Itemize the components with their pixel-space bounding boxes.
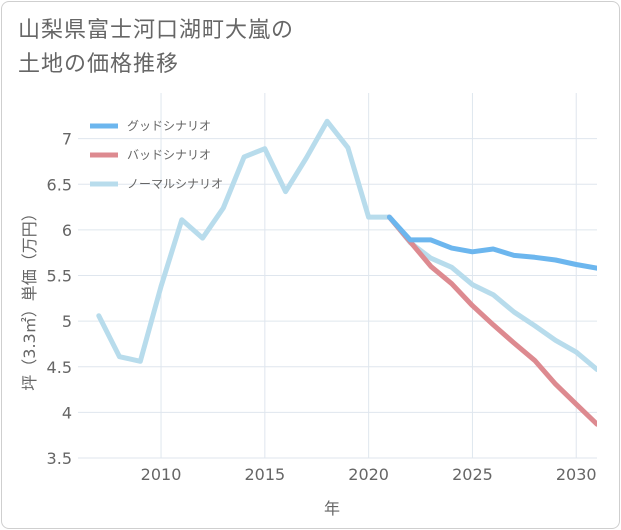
chart-title: 山梨県富士河口湖町大嵐の 土地の価格推移 [18, 14, 294, 82]
y-tick-label: 5.5 [47, 267, 72, 286]
series-line-1 [386, 214, 597, 427]
legend-label: ノーマルシナリオ [127, 177, 223, 191]
x-tick-label: 2020 [348, 465, 389, 484]
series-line-0 [386, 214, 597, 271]
y-axis-label: 坪（3.3㎡）単価（万円） [20, 205, 39, 390]
y-tick-label: 7 [62, 130, 72, 149]
y-tick-label: 6 [62, 221, 72, 240]
legend-label: バッドシナリオ [127, 148, 211, 162]
x-axis-label: 年 [324, 499, 340, 518]
y-tick-label: 4.5 [47, 358, 72, 377]
x-tick-label: 2025 [452, 465, 493, 484]
legend-label: グッドシナリオ [127, 119, 211, 133]
y-tick-label: 5 [62, 312, 72, 331]
x-tick-label: 2030 [556, 465, 597, 484]
y-tick-label: 4 [62, 403, 72, 422]
chart-title-line1: 山梨県富士河口湖町大嵐の [18, 18, 295, 43]
y-tick-label: 3.5 [47, 449, 72, 468]
y-tick-label: 6.5 [47, 175, 72, 194]
series-line-2 [96, 118, 597, 372]
axis-ticks: 3.5 4 4.5 5 5.5 6 6.5 7 2010 2015 2020 2025 2030 [47, 130, 597, 484]
x-tick-label: 2015 [244, 465, 285, 484]
chart-title-line2: 土地の価格推移 [18, 52, 180, 77]
x-tick-label: 2010 [141, 465, 182, 484]
series-lines [96, 118, 597, 427]
